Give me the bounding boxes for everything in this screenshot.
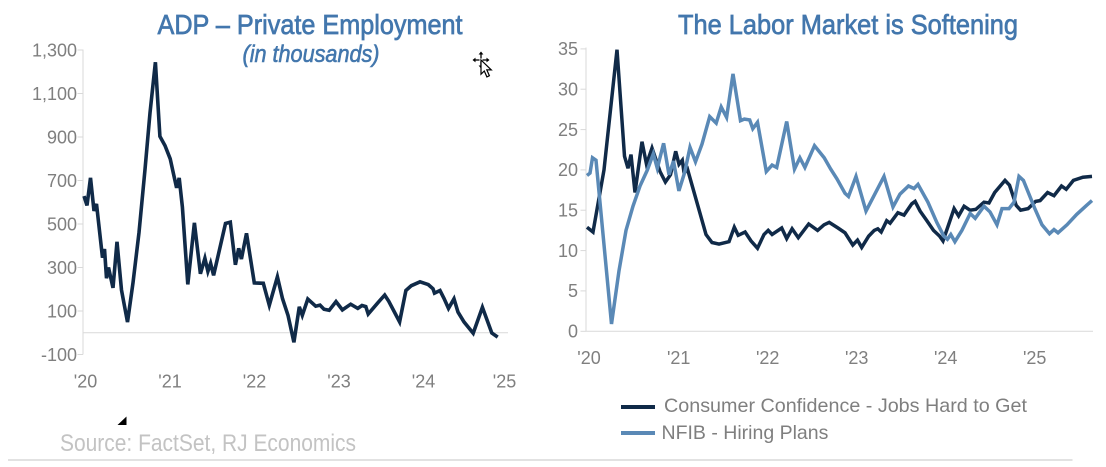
svg-text:Source: FactSet, RJ Economics: Source: FactSet, RJ Economics <box>60 430 356 457</box>
svg-text:NFIB - Hiring Plans: NFIB - Hiring Plans <box>662 422 829 444</box>
svg-text:5: 5 <box>568 281 578 301</box>
svg-text:0: 0 <box>568 322 578 342</box>
svg-text:10: 10 <box>558 241 578 261</box>
svg-text:'24: '24 <box>412 371 435 391</box>
svg-text:700: 700 <box>47 171 77 191</box>
svg-text:500: 500 <box>47 214 77 234</box>
svg-text:'24: '24 <box>934 348 957 368</box>
svg-text:The Labor Market is Softening: The Labor Market is Softening <box>678 9 1018 40</box>
svg-text:-100: -100 <box>41 345 77 365</box>
svg-text:ADP – Private Employment: ADP – Private Employment <box>158 9 463 40</box>
svg-text:15: 15 <box>558 201 578 221</box>
svg-text:'22: '22 <box>756 348 779 368</box>
svg-text:20: 20 <box>558 160 578 180</box>
svg-text:'21: '21 <box>158 371 181 391</box>
svg-text:300: 300 <box>47 258 77 278</box>
svg-text:30: 30 <box>558 80 578 100</box>
svg-text:Consumer Confidence - Jobs Har: Consumer Confidence - Jobs Hard to Get <box>664 395 1028 417</box>
svg-text:(in thousands): (in thousands) <box>243 41 380 68</box>
svg-text:1,100: 1,100 <box>32 84 77 104</box>
svg-text:'23: '23 <box>845 348 868 368</box>
svg-text:25: 25 <box>558 120 578 140</box>
svg-text:35: 35 <box>558 39 578 59</box>
svg-text:'23: '23 <box>327 371 350 391</box>
svg-text:'21: '21 <box>667 348 690 368</box>
svg-text:'25: '25 <box>493 371 516 391</box>
svg-text:'20: '20 <box>74 371 97 391</box>
svg-text:'20: '20 <box>577 348 600 368</box>
svg-text:1,300: 1,300 <box>32 40 77 60</box>
svg-text:'22: '22 <box>243 371 266 391</box>
svg-text:100: 100 <box>47 301 77 321</box>
svg-text:'25: '25 <box>1023 348 1046 368</box>
svg-text:900: 900 <box>47 127 77 147</box>
